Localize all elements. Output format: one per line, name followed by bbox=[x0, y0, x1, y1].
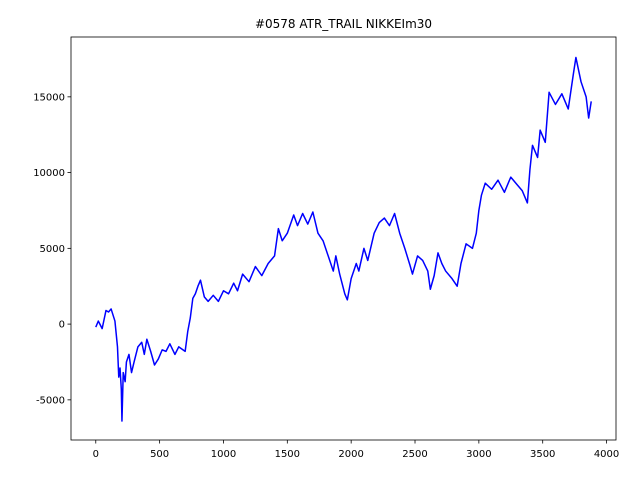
x-tick-label: 4000 bbox=[594, 449, 619, 460]
chart-title: #0578 ATR_TRAIL NIKKEIm30 bbox=[255, 17, 432, 31]
y-tick-label: -5000 bbox=[36, 395, 65, 406]
plot-frame bbox=[70, 36, 617, 441]
y-tick-label: 15000 bbox=[33, 92, 65, 103]
line-series bbox=[95, 56, 592, 422]
x-tick-label: 1000 bbox=[211, 449, 236, 460]
x-tick-label: 3000 bbox=[466, 449, 491, 460]
y-tick-label: 0 bbox=[59, 320, 65, 331]
x-tick-label: 500 bbox=[150, 449, 169, 460]
y-tick-label: 10000 bbox=[33, 168, 65, 179]
x-tick-label: 0 bbox=[93, 449, 99, 460]
x-tick-label: 2000 bbox=[338, 449, 363, 460]
y-tick-label: 5000 bbox=[40, 244, 65, 255]
x-tick-label: 2500 bbox=[402, 449, 427, 460]
x-tick-label: 3500 bbox=[530, 449, 555, 460]
x-tick-label: 1500 bbox=[275, 449, 300, 460]
